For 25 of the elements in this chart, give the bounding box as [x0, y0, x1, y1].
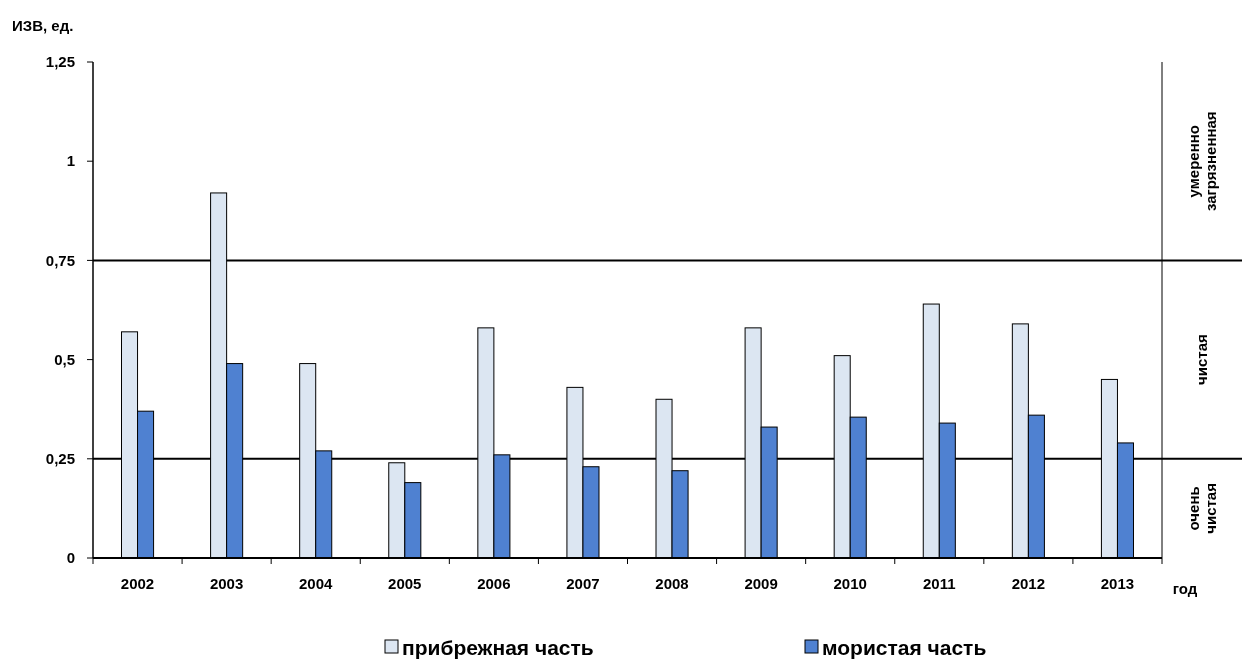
y-tick-label: 1,25 — [45, 53, 75, 71]
text: чистая — [1193, 334, 1210, 385]
y-axis-title: ИЗВ, ед. — [12, 17, 74, 34]
legend-label: мористая часть — [822, 636, 987, 659]
x-tick-label: 2003 — [209, 575, 244, 592]
text: умеренно загрязненная — [1184, 111, 1219, 212]
legend-label: прибрежная часть — [402, 636, 594, 659]
x-tick-label: 2012 — [1011, 575, 1046, 592]
y-tick-label: 0,75 — [45, 251, 75, 269]
y-tick-label: 1 — [66, 152, 75, 170]
x-tick-label: 2010 — [833, 575, 867, 592]
x-tick-label: 2006 — [477, 575, 511, 592]
x-tick-label: 2007 — [566, 575, 600, 592]
x-tick-label: 2009 — [744, 575, 778, 592]
x-tick-label: 2013 — [1100, 575, 1135, 592]
y-tick-label: 0,5 — [54, 350, 75, 368]
x-tick-label: 2005 — [388, 575, 422, 592]
y-tick-label: 0 — [66, 549, 75, 567]
x-tick-label: 2011 — [923, 575, 956, 592]
text: очень чистая — [1184, 483, 1219, 534]
x-tick-label: 2008 — [655, 575, 689, 592]
x-tick-label: 2002 — [120, 575, 155, 592]
y-tick-label: 0,25 — [45, 450, 75, 468]
x-axis-title: год — [1172, 580, 1198, 597]
x-tick-label: 2004 — [299, 575, 334, 592]
